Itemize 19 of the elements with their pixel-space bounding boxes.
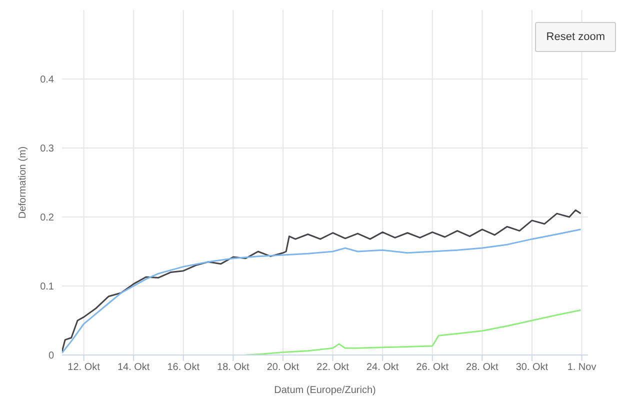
x-tick-label: 22. Okt	[316, 362, 350, 374]
x-tick-label: 18. Okt	[217, 362, 250, 374]
y-tick-label: 0.4	[40, 74, 54, 86]
x-tick-label: 1. Nov	[567, 362, 596, 374]
y-tick-label: 0.1	[40, 282, 54, 293]
y-tick-label: 0.3	[40, 144, 54, 155]
x-tick-label: 30. Okt	[516, 362, 548, 374]
x-tick-label: 28. Okt	[466, 362, 499, 374]
y-tick-label: 0	[48, 350, 54, 362]
x-tick-label: 14. Okt	[117, 362, 150, 374]
reset-zoom-button: Reset zoom	[535, 22, 616, 52]
x-axis-title: Datum (Europe/Zurich)	[274, 385, 376, 396]
y-tick-label: 0.2	[40, 212, 54, 224]
x-tick-label: 24. Okt	[366, 362, 399, 374]
x-tick-label: 26. Okt	[416, 362, 449, 374]
x-tick-label: 16. Okt	[167, 362, 200, 374]
x-tick-label: 20. Okt	[266, 362, 300, 374]
y-axis-title: Deformation (m)	[18, 146, 29, 219]
x-tick-label: 12. Okt	[68, 362, 100, 374]
